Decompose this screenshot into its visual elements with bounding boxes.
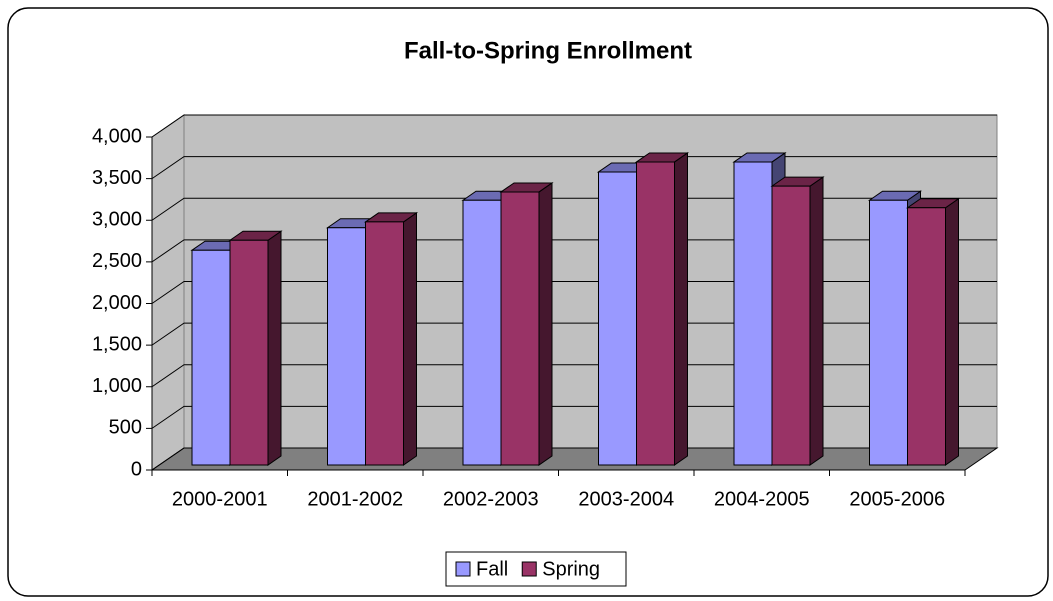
y-tick-label: 2,500 <box>92 250 142 272</box>
legend-label: Fall <box>476 558 508 580</box>
y-tick-label: 3,000 <box>92 209 142 231</box>
y-tick-label: 2,000 <box>92 292 142 314</box>
bar-front <box>462 199 502 466</box>
grid-line <box>151 447 997 471</box>
grid-line <box>151 197 997 221</box>
bar-front <box>365 221 404 466</box>
x-tick-label: 2004-2005 <box>714 488 810 510</box>
chart-title: Fall-to-Spring Enrollment <box>404 37 692 64</box>
grid-line <box>151 239 997 263</box>
bar-front <box>229 239 269 466</box>
bar-side <box>945 197 959 466</box>
bar-front <box>327 227 366 466</box>
bar <box>634 152 690 466</box>
grid-line <box>151 405 997 429</box>
bar-front <box>869 199 908 466</box>
bar-front <box>500 191 540 466</box>
grid-line <box>151 281 997 304</box>
bar-side <box>809 176 824 466</box>
bar-front <box>907 207 946 466</box>
bar-front <box>598 171 637 466</box>
bar <box>228 230 283 466</box>
y-tick-label: 4,000 <box>92 125 142 147</box>
x-tick-label: 2000-2001 <box>172 488 268 510</box>
bar <box>905 197 961 466</box>
grid-line <box>151 114 997 138</box>
bar <box>363 211 419 466</box>
x-tick-label: 2002-2003 <box>443 488 539 510</box>
bar-front <box>733 161 773 466</box>
grid-line <box>151 364 997 388</box>
y-tick-label: 0 <box>131 458 142 480</box>
grid-line <box>151 322 997 346</box>
legend-label: Spring <box>542 558 600 580</box>
bar-front <box>636 161 675 466</box>
legend-swatch <box>521 561 537 577</box>
bar-side <box>674 152 688 466</box>
bar-front <box>191 249 231 466</box>
legend-swatch <box>455 561 471 577</box>
x-tick-label: 2005-2006 <box>849 488 945 510</box>
bar <box>770 176 825 466</box>
y-tick-label: 500 <box>109 417 142 439</box>
grid-line <box>151 156 997 180</box>
y-tick-label: 3,500 <box>92 167 142 189</box>
y-tick-label: 1,500 <box>92 333 142 355</box>
bar-side <box>267 230 282 466</box>
x-tick-label: 2003-2004 <box>578 488 674 510</box>
bar <box>499 181 554 466</box>
bar-front <box>771 185 811 466</box>
bar-side <box>403 211 417 466</box>
y-tick-label: 1,000 <box>92 375 142 397</box>
bar-side <box>538 181 553 466</box>
x-tick-label: 2001-2002 <box>307 488 403 510</box>
